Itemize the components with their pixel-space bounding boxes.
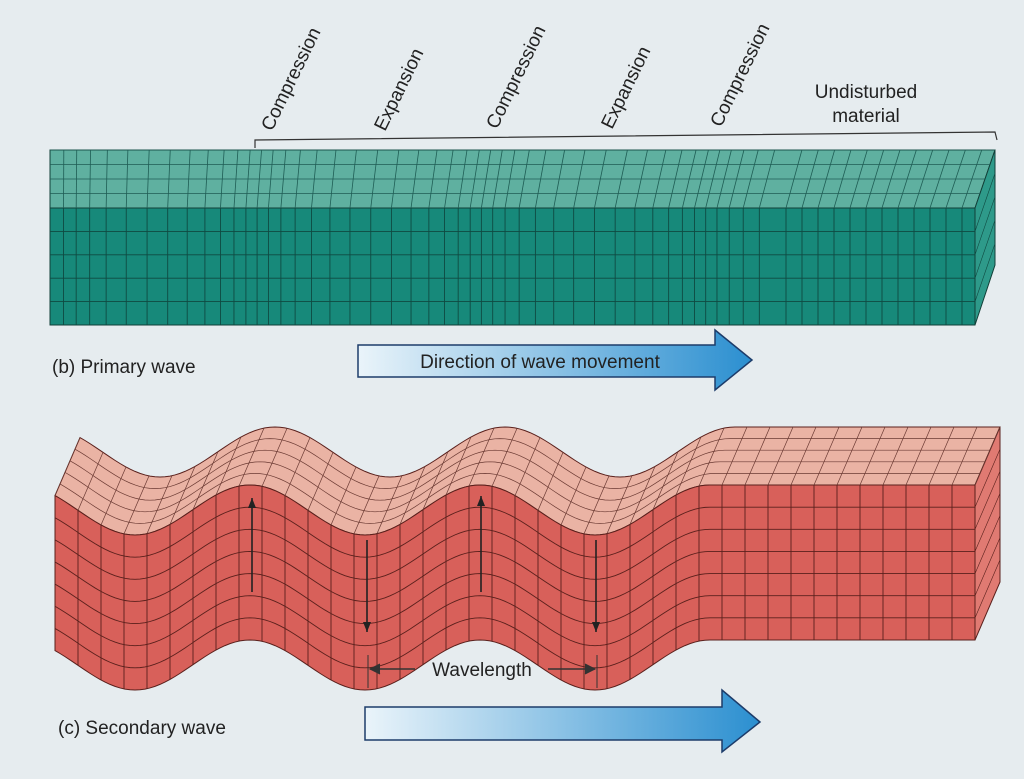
p-label: Compression <box>483 22 551 132</box>
caption: (c) Secondary wave <box>58 718 226 739</box>
primary-wave-block <box>50 150 995 325</box>
caption: (b) Primary wave <box>52 357 196 378</box>
p-label: Expansion <box>598 43 656 132</box>
bracket <box>255 132 997 148</box>
direction-arrow <box>365 690 760 752</box>
undisturbed-label: Undisturbed <box>815 82 917 103</box>
wavelength-label: Wavelength <box>432 660 532 681</box>
p-label: Compression <box>707 20 775 130</box>
p-label: Expansion <box>371 45 429 134</box>
front-face <box>50 208 975 325</box>
p-label: Compression <box>258 24 326 134</box>
undisturbed-label: material <box>832 106 900 127</box>
direction-label: Direction of wave movement <box>420 352 660 373</box>
secondary-wave-block <box>55 427 1000 690</box>
